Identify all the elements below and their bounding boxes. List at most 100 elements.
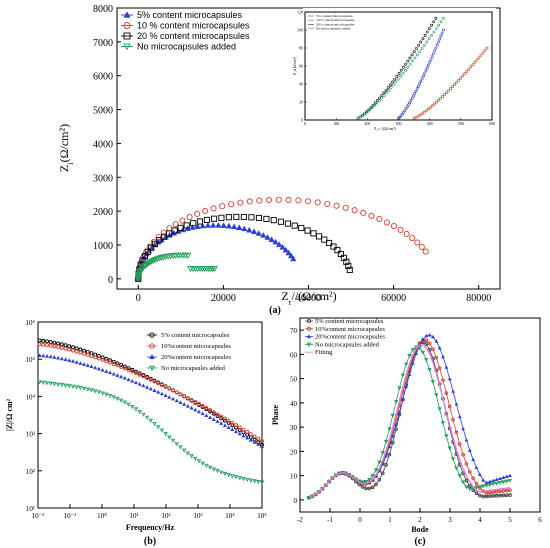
data-point-c-s0 <box>498 493 502 498</box>
inset-point-s0 <box>440 31 444 35</box>
data-point-b-s1 <box>45 343 49 347</box>
data-point-c-s0 <box>508 493 512 497</box>
data-point-c-s1 <box>437 366 442 371</box>
data-point-b-s3 <box>59 383 65 388</box>
x-tick-label-c: -2 <box>297 516 303 524</box>
inset-point-s2 <box>384 88 388 92</box>
inset-point-s0 <box>438 37 442 41</box>
y-tick-label-b: 10³ <box>26 431 35 439</box>
data-point-a-s2 <box>330 243 337 250</box>
data-point-a-s0 <box>215 222 222 228</box>
x-tick-label-b: 10⁻¹ <box>64 512 77 520</box>
data-point-b-s1 <box>104 359 109 364</box>
inset-point-s1 <box>485 46 489 50</box>
y-tick-label-b: 10⁵ <box>26 356 36 364</box>
data-point-a-s1 <box>295 197 302 204</box>
data-point-b-s0 <box>126 366 131 371</box>
data-point-b-s2 <box>63 357 68 362</box>
data-point-b-s2 <box>178 400 183 404</box>
data-point-a-s2 <box>321 236 328 243</box>
data-point-a-s0 <box>272 238 279 245</box>
data-point-c-s3 <box>454 466 459 471</box>
data-point-b-s2 <box>115 373 120 377</box>
data-point-c-s3 <box>504 479 509 484</box>
x-tick-label-b: 10⁵ <box>257 512 267 520</box>
inset-point-s0 <box>424 69 428 72</box>
inset-point-s0 <box>407 103 410 107</box>
data-point-c-s1 <box>474 481 479 486</box>
data-point-b-s1 <box>145 376 150 380</box>
inset-point-s2 <box>415 47 418 50</box>
data-point-b-s2 <box>100 368 105 372</box>
data-point-b-s3 <box>181 448 187 453</box>
data-point-b-s3 <box>196 459 202 464</box>
inset-legend-label: No microcapsules added <box>316 27 351 31</box>
x-tick-label-b: 10⁴ <box>225 512 235 520</box>
data-point-a-s2 <box>151 240 159 247</box>
data-point-c-s3 <box>367 478 372 482</box>
data-point-a-s1 <box>390 223 398 230</box>
data-point-c-s2 <box>504 474 509 479</box>
y-tick-label-a: 6000 <box>93 72 113 83</box>
data-point-b-s3 <box>104 392 109 397</box>
y-tick-label-a: 2000 <box>93 207 113 218</box>
data-point-b-s1 <box>59 345 64 350</box>
data-point-c-s3 <box>464 485 469 490</box>
data-point-b-s1 <box>171 388 175 393</box>
data-point-c-s0 <box>481 494 486 499</box>
data-point-c-s2 <box>487 479 492 484</box>
data-point-c-s3 <box>427 368 432 373</box>
inset-point-s1 <box>422 110 426 114</box>
data-point-b-s1 <box>85 352 90 357</box>
inset-point-s2 <box>408 56 412 60</box>
data-point-c-s2 <box>427 333 432 337</box>
data-point-c-s1 <box>508 488 512 493</box>
data-point-c-s3 <box>447 446 452 451</box>
data-point-c-s1 <box>504 488 509 493</box>
inset-point-s3 <box>401 71 405 75</box>
data-point-c-s3 <box>360 480 365 485</box>
data-point-b-s2 <box>185 403 190 408</box>
data-point-c-s2 <box>447 376 452 381</box>
data-point-b-s2 <box>204 413 209 418</box>
data-point-b-s0 <box>48 340 53 344</box>
legend-label-c: 5% content microcapsules <box>315 318 384 325</box>
inset-point-s3 <box>418 50 422 54</box>
data-point-b-s2 <box>52 355 57 359</box>
data-point-b-s2 <box>252 440 257 444</box>
data-point-b-s1 <box>82 351 87 356</box>
y-tick-label-c: 0 <box>294 497 298 505</box>
legend-label-b: 10%content microcapsules <box>161 343 231 350</box>
inset-y-tick-label: 100 <box>297 28 303 33</box>
inset-x-tick-label: 400 <box>427 121 433 126</box>
data-point-a-s1 <box>409 235 416 242</box>
data-point-a-s1 <box>210 205 217 212</box>
data-point-b-s1 <box>189 398 194 402</box>
data-point-c-s0 <box>367 486 372 491</box>
data-point-c-s1 <box>427 341 432 346</box>
legend-label-a: No microcapsules added <box>137 42 236 52</box>
inset-point-s3 <box>396 77 400 81</box>
data-point-a-s3 <box>141 263 149 270</box>
inset-point-s2 <box>425 30 429 34</box>
inset-point-s1 <box>465 70 469 73</box>
data-point-b-s2 <box>145 385 150 389</box>
inset-x-tick-label: 200 <box>364 121 370 126</box>
data-point-b-s0 <box>59 342 64 347</box>
data-point-c-s0 <box>474 491 479 496</box>
data-point-b-s3 <box>66 384 72 389</box>
data-point-c-s3 <box>484 483 489 488</box>
data-point-b-s1 <box>193 400 198 404</box>
data-point-b-s0 <box>130 367 135 372</box>
data-point-a-s2 <box>334 247 341 254</box>
y-tick-label-b: 10¹ <box>26 505 35 513</box>
data-point-c-s0 <box>374 482 378 487</box>
data-point-a-s2 <box>211 215 218 222</box>
data-point-b-s1 <box>245 429 250 434</box>
inset-point-s1 <box>445 91 448 95</box>
inset-point-s3 <box>399 74 403 78</box>
inset-point-s0 <box>418 82 422 86</box>
data-point-b-s3 <box>174 442 180 447</box>
inset-point-s3 <box>373 103 376 107</box>
